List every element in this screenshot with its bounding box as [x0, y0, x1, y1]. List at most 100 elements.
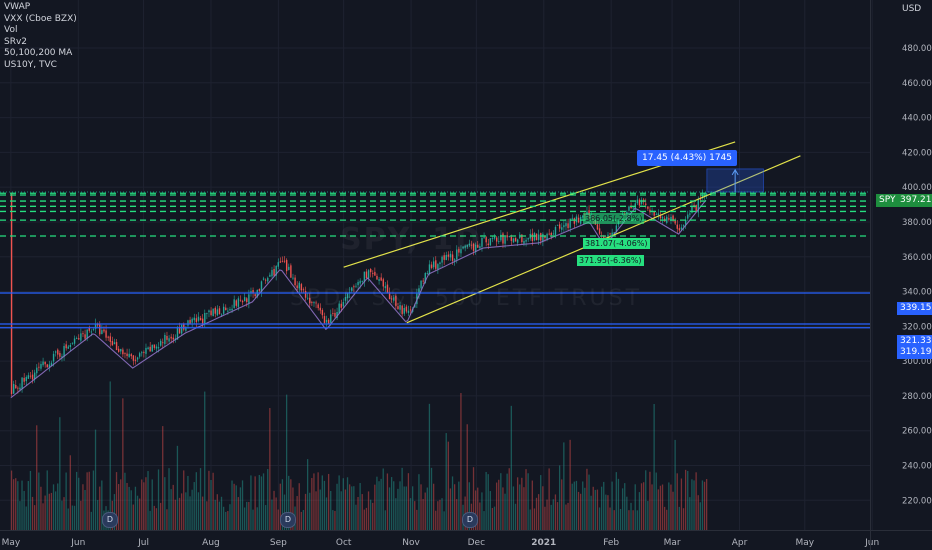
- volume-bar: [684, 469, 687, 530]
- candle-body: [313, 302, 315, 304]
- candle-body: [12, 384, 15, 394]
- volume-bar: [359, 483, 361, 530]
- volume-bar: [353, 486, 355, 530]
- volume-bar: [271, 499, 273, 530]
- candle-body: [441, 256, 443, 263]
- candle-body: [59, 352, 61, 357]
- currency-label[interactable]: USD: [902, 4, 922, 14]
- candle-body: [332, 313, 334, 315]
- candle-body: [248, 294, 250, 304]
- indicator-vwap[interactable]: VWAP: [4, 2, 31, 12]
- measure-label[interactable]: 17.45 (4.43%) 1745: [637, 150, 738, 166]
- volume-bar: [651, 484, 653, 530]
- candle-body: [199, 318, 202, 321]
- volume-bar: [703, 481, 706, 530]
- candle-body: [275, 265, 277, 276]
- candle-body: [105, 330, 107, 338]
- candle-body: [246, 298, 248, 302]
- candle-body: [571, 217, 573, 219]
- candle-body: [111, 341, 114, 346]
- candle-body: [447, 254, 450, 257]
- candle-body: [321, 310, 324, 316]
- candle-body: [31, 374, 34, 380]
- candle-body: [659, 215, 662, 219]
- volume-bar: [680, 478, 683, 530]
- volume-bar: [336, 483, 338, 530]
- candle-body: [598, 228, 601, 234]
- candle-body: [479, 246, 481, 249]
- volume-bar: [460, 393, 462, 530]
- volume-bar: [65, 472, 67, 530]
- candle-body: [288, 266, 290, 270]
- volume-bar: [605, 494, 607, 530]
- candle-body: [283, 260, 286, 262]
- volume-bar: [592, 486, 594, 530]
- volume-bar: [523, 487, 525, 530]
- volume-bar: [256, 507, 258, 530]
- candle-body: [229, 309, 231, 311]
- candle-body: [344, 296, 347, 301]
- volume-bar: [298, 483, 300, 530]
- candle-body: [495, 237, 498, 242]
- volume-bar: [141, 479, 143, 530]
- volume-bar: [409, 498, 412, 530]
- indicator-srv2[interactable]: SRv2: [4, 36, 28, 47]
- candle-body: [336, 311, 338, 319]
- candle-body: [462, 246, 464, 249]
- dividend-marker-1[interactable]: D: [102, 512, 118, 528]
- candle-body: [540, 233, 542, 241]
- volume-bar: [52, 484, 55, 530]
- x-tick-label: Jun: [70, 538, 85, 548]
- volume-bar: [344, 489, 347, 530]
- candle-body: [563, 225, 565, 228]
- volume-bar: [380, 478, 382, 530]
- candle-body: [260, 281, 263, 292]
- candle-body: [141, 352, 143, 354]
- candle-body: [340, 303, 342, 308]
- indicator-us10y[interactable]: US10Y, TVC: [4, 59, 57, 70]
- volume-bar: [535, 497, 538, 530]
- volume-bar: [206, 501, 208, 530]
- volume-bar: [573, 481, 575, 530]
- volume-bar: [199, 468, 202, 530]
- candle-body: [235, 300, 237, 306]
- indicator-vol[interactable]: Vol: [4, 25, 18, 35]
- indicator-ma[interactable]: 50,100,200 MA: [4, 48, 73, 58]
- candle-body: [468, 243, 471, 246]
- volume-bar: [304, 493, 307, 530]
- candle-body: [537, 234, 540, 240]
- candle-body: [151, 344, 153, 352]
- x-tick-label: Dec: [468, 538, 485, 548]
- candle-body: [678, 228, 681, 231]
- x-tick-label: Apr: [732, 538, 748, 548]
- dividend-marker-2[interactable]: D: [280, 512, 296, 528]
- candle-body: [655, 214, 657, 216]
- candle-body: [27, 375, 30, 379]
- candle-body: [397, 306, 399, 310]
- indicator-vxx[interactable]: VXX (Cboe BZX): [4, 13, 77, 24]
- candle-body: [470, 244, 473, 246]
- volume-bar: [613, 510, 615, 530]
- volume-bar: [508, 468, 510, 530]
- volume-bar: [609, 507, 611, 530]
- volume-bar: [321, 475, 323, 530]
- volume-bar: [63, 497, 65, 530]
- volume-bar: [252, 509, 254, 530]
- volume-bar: [600, 486, 603, 530]
- volume-bar: [239, 487, 242, 530]
- y-tick-label: 360.00: [902, 253, 932, 263]
- candle-body: [437, 264, 439, 270]
- volume-bar: [437, 501, 439, 530]
- y-tick-label: 440.00: [902, 114, 932, 124]
- volume-bar: [479, 502, 481, 530]
- candle-body: [378, 279, 380, 281]
- volume-bar: [279, 483, 281, 530]
- volume-bar: [222, 506, 225, 530]
- dividend-marker-3[interactable]: D: [462, 512, 478, 528]
- volume-bar: [73, 505, 76, 530]
- volume-bar: [237, 497, 239, 530]
- indicator-list: VWAP VXX (Cboe BZX) Vol SRv2 50,100,200 …: [4, 2, 77, 71]
- volume-bar: [672, 491, 674, 530]
- candle-body: [178, 326, 181, 334]
